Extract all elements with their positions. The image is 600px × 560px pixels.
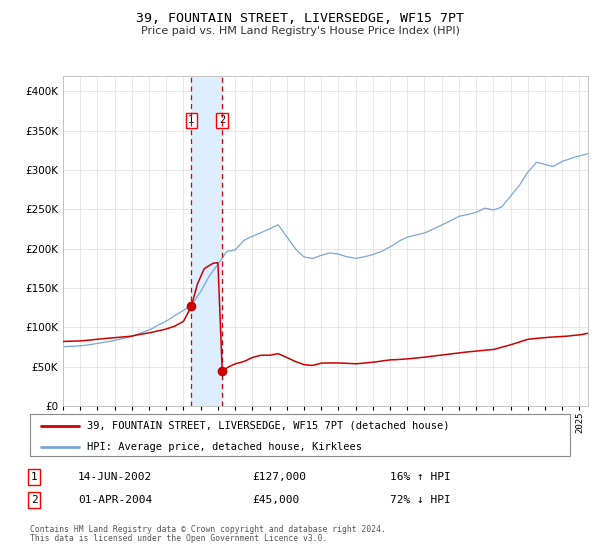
Text: 1: 1 xyxy=(31,472,38,482)
Text: 39, FOUNTAIN STREET, LIVERSEDGE, WF15 7PT: 39, FOUNTAIN STREET, LIVERSEDGE, WF15 7P… xyxy=(136,12,464,25)
Text: 01-APR-2004: 01-APR-2004 xyxy=(78,495,152,505)
Text: Contains HM Land Registry data © Crown copyright and database right 2024.: Contains HM Land Registry data © Crown c… xyxy=(30,525,386,534)
Text: 2: 2 xyxy=(219,115,226,125)
Bar xyxy=(191,76,222,406)
Text: 72% ↓ HPI: 72% ↓ HPI xyxy=(390,495,451,505)
Text: This data is licensed under the Open Government Licence v3.0.: This data is licensed under the Open Gov… xyxy=(30,534,328,543)
Text: 2: 2 xyxy=(31,495,38,505)
Text: 16% ↑ HPI: 16% ↑ HPI xyxy=(390,472,451,482)
Text: Price paid vs. HM Land Registry's House Price Index (HPI): Price paid vs. HM Land Registry's House … xyxy=(140,26,460,36)
Text: £127,000: £127,000 xyxy=(252,472,306,482)
Text: £45,000: £45,000 xyxy=(252,495,299,505)
Text: HPI: Average price, detached house, Kirklees: HPI: Average price, detached house, Kirk… xyxy=(86,442,362,452)
Text: 39, FOUNTAIN STREET, LIVERSEDGE, WF15 7PT (detached house): 39, FOUNTAIN STREET, LIVERSEDGE, WF15 7P… xyxy=(86,421,449,431)
Text: 1: 1 xyxy=(188,115,194,125)
FancyBboxPatch shape xyxy=(30,414,570,456)
Text: 14-JUN-2002: 14-JUN-2002 xyxy=(78,472,152,482)
